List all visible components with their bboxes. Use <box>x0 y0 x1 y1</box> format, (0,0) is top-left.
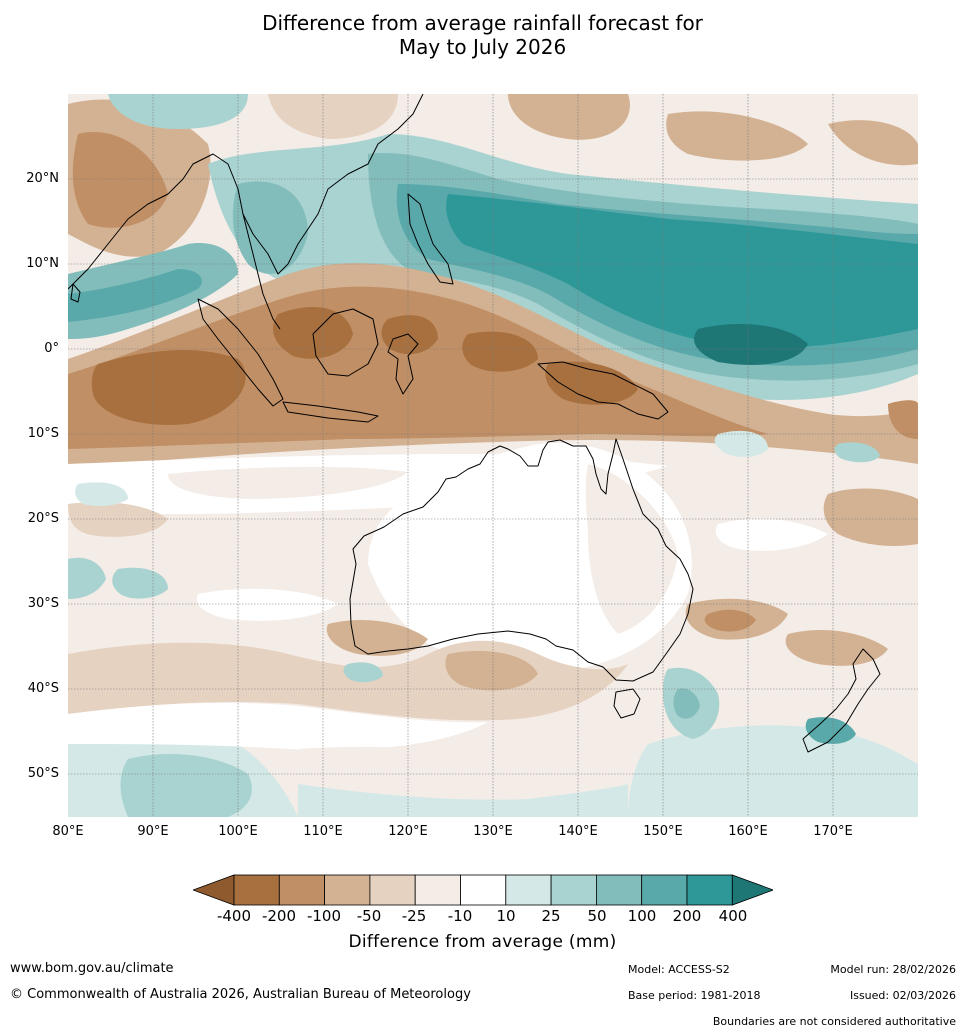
borneo-coastline <box>312 308 379 377</box>
lat-label-10s: 10°S <box>27 426 59 441</box>
map-title-line1: Difference from average rainfall forecas… <box>262 11 703 35</box>
sumatra-coastline <box>197 298 284 407</box>
colorbar-tick-label: 100 <box>627 907 657 925</box>
lon-label-170e: 170°E <box>813 824 853 839</box>
colorbar-cell <box>324 874 371 906</box>
rainfall-map <box>68 94 918 817</box>
lon-label-150e: 150°E <box>643 824 683 839</box>
colorbar-tick-label: 25 <box>541 907 561 925</box>
boundaries-disclaimer: Boundaries are not considered authoritat… <box>712 1015 956 1028</box>
map-title-line2: May to July 2026 <box>398 35 567 59</box>
lon-label-130e: 130°E <box>473 824 513 839</box>
coastlines <box>68 94 881 753</box>
sulawesi-coastline <box>387 333 419 395</box>
lat-label-0: 0° <box>44 341 59 356</box>
malay-peninsula-coastline <box>242 213 281 330</box>
model-name: Model: ACCESS-S2 <box>628 963 730 976</box>
colorbar-cell <box>550 874 597 906</box>
model-run-date: Model run: 28/02/2026 <box>830 963 956 976</box>
lon-label-160e: 160°E <box>728 824 768 839</box>
new-guinea-coastline <box>537 361 669 420</box>
colorbar <box>193 874 773 906</box>
lon-label-120e: 120°E <box>388 824 428 839</box>
colorbar-extend-high <box>731 874 773 906</box>
colorbar-tick-label: -200 <box>261 907 297 925</box>
colorbar-tick-label: -10 <box>447 907 473 925</box>
colorbar-title: Difference from average (mm) <box>348 932 617 952</box>
new-zealand-coastline <box>802 648 881 753</box>
lat-label-10n: 10°N <box>26 256 59 271</box>
lat-label-20s: 20°S <box>27 511 59 526</box>
lat-label-20n: 20°N <box>26 171 59 186</box>
base-period: Base period: 1981-2018 <box>628 989 761 1002</box>
colorbar-cell <box>641 874 688 906</box>
lat-label-30s: 30°S <box>27 596 59 611</box>
colorbar-tick-label: 50 <box>587 907 607 925</box>
colorbar-tick-label: 400 <box>718 907 748 925</box>
lon-label-100e: 100°E <box>218 824 258 839</box>
australia-coastline <box>349 438 694 682</box>
colorbar-cell <box>369 874 416 906</box>
colorbar-cell <box>505 874 552 906</box>
lat-label-40s: 40°S <box>27 681 59 696</box>
colorbar-tick-label: 10 <box>496 907 516 925</box>
lon-label-80e: 80°E <box>52 824 84 839</box>
colorbar-cell <box>595 874 643 906</box>
graticule <box>68 94 918 817</box>
colorbar-tick-label: -50 <box>356 907 382 925</box>
colorbar-cell <box>686 874 733 906</box>
colorbar-cell <box>278 874 326 906</box>
issued-date: Issued: 02/03/2026 <box>849 989 956 1002</box>
colorbar-cell <box>414 874 461 906</box>
colorbar-cell <box>233 874 280 906</box>
sri-lanka-coastline <box>70 283 81 303</box>
lon-label-140e: 140°E <box>558 824 598 839</box>
java-coastline <box>282 401 379 423</box>
tasmania-coastline <box>613 688 641 719</box>
lat-label-50s: 50°S <box>27 766 59 781</box>
colorbar-tick-label: -25 <box>401 907 427 925</box>
colorbar-tick-label: 200 <box>672 907 702 925</box>
colorbar-extend-low <box>193 874 235 906</box>
colorbar-tick-label: -100 <box>306 907 342 925</box>
lon-label-90e: 90°E <box>137 824 169 839</box>
copyright-text: © Commonwealth of Australia 2026, Austra… <box>10 987 471 1002</box>
colorbar-cell <box>460 874 507 906</box>
philippines-coastline <box>407 193 454 285</box>
lon-label-110e: 110°E <box>303 824 343 839</box>
website-link[interactable]: www.bom.gov.au/climate <box>10 961 174 976</box>
rainfall-map-svg <box>68 94 918 817</box>
colorbar-tick-label: -400 <box>216 907 252 925</box>
mainland-asia-coastline <box>68 94 424 290</box>
